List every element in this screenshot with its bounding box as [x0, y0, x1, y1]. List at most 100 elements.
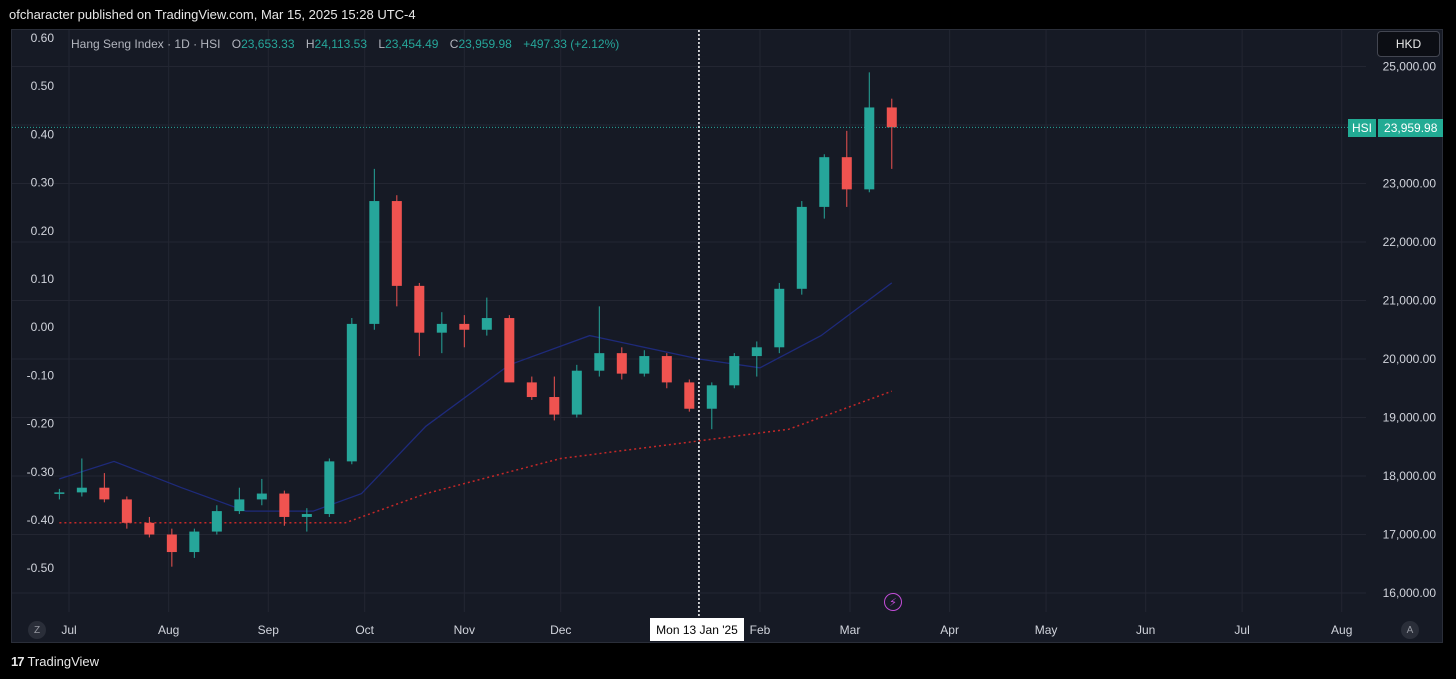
time-tick-label: Dec: [550, 623, 571, 637]
candle-body: [481, 318, 492, 330]
time-tick-label: Sep: [258, 623, 280, 637]
candle-body: [819, 157, 830, 207]
candle-body: [144, 522, 155, 535]
percent-tick-label: -0.30: [27, 465, 55, 479]
candle-body: [864, 107, 875, 190]
time-axis: Jul Aug Sep Oct Nov Dec Feb Mar Apr May Jun Jul Aug: [61, 623, 1352, 637]
candle-body: [796, 206, 807, 289]
candle-body: [99, 487, 110, 500]
candle-body: [234, 499, 245, 512]
candle-body: [571, 370, 582, 415]
legend-high-label: H: [305, 37, 315, 51]
publish-info-text: ofcharacter published on TradingView.com…: [9, 7, 416, 22]
footer: 17 TradingView: [0, 643, 1456, 679]
candle-body: [369, 201, 380, 324]
price-tick-label: 20,000.00: [1383, 352, 1437, 366]
ma_slow-line: [59, 390, 893, 524]
candle-body: [301, 514, 312, 517]
candle-body: [414, 285, 425, 333]
candle-body: [886, 107, 897, 128]
candle-body: [459, 323, 470, 330]
legend-open-value: 23,653.33: [241, 37, 295, 51]
legend-high-value: 24,113.53: [314, 37, 368, 51]
candle-body: [774, 288, 785, 348]
candle-body: [256, 493, 267, 500]
percent-tick-label: 0.10: [31, 272, 55, 286]
legend-open-label: O: [231, 37, 242, 51]
percent-tick-label: -0.10: [27, 368, 55, 382]
price-tick-label: 21,000.00: [1383, 294, 1437, 308]
percent-tick-label: -0.50: [27, 561, 55, 575]
price-tick-label: 23,000.00: [1383, 177, 1437, 191]
right-axis: 16,000.00 17,000.00 18,000.00 19,000.00 20,0…: [1383, 60, 1437, 601]
candle-body: [594, 353, 605, 371]
time-tick-label: Aug: [1331, 623, 1352, 637]
legend-low-value: 23,454.49: [385, 37, 439, 51]
time-tick-label: Aug: [158, 623, 179, 637]
last-price-value: 23,959.98: [1378, 119, 1444, 137]
auto-scale-button[interactable]: A: [1401, 621, 1419, 639]
percent-tick-label: 0.20: [31, 224, 55, 238]
candle-body: [189, 531, 200, 553]
candle-body: [751, 347, 762, 357]
candle-body: [729, 356, 740, 386]
legend-close-value: 23,959.98: [458, 37, 512, 51]
candle-body: [324, 461, 335, 515]
price-tick-label: 18,000.00: [1383, 469, 1437, 483]
candle-body: [436, 323, 447, 333]
lightning-icon[interactable]: ⚡: [884, 593, 902, 611]
percent-tick-label: 0.60: [31, 31, 55, 45]
time-tick-label: Jul: [1234, 623, 1249, 637]
price-tick-label: 22,000.00: [1383, 235, 1437, 249]
legend-change: +497.33 (+2.12%): [523, 37, 620, 51]
percent-tick-label: 0.40: [31, 127, 55, 141]
candles: [54, 72, 897, 567]
candle-body: [211, 511, 222, 532]
percent-tick-label: 0.00: [31, 320, 55, 334]
legend-low-label: L: [378, 37, 386, 51]
candle-body: [841, 157, 852, 190]
currency-button[interactable]: HKD: [1377, 31, 1440, 57]
legend-close-label: C: [449, 37, 459, 51]
time-tick-label: Feb: [750, 623, 771, 637]
time-tick-label: Mar: [840, 623, 861, 637]
candle-body: [549, 397, 560, 415]
tradingview-logo-icon[interactable]: 17: [11, 653, 25, 669]
time-tick-label: Oct: [355, 623, 374, 637]
candle-body: [661, 356, 672, 383]
candle-body: [166, 534, 177, 553]
candle-body: [616, 353, 627, 374]
chart-panel[interactable]: [11, 29, 1443, 643]
candle-body: [54, 492, 65, 494]
percent-tick-label: 0.30: [31, 176, 55, 190]
price-tick-label: 25,000.00: [1383, 60, 1437, 74]
candle-body: [526, 382, 537, 398]
time-tick-label: Nov: [454, 623, 475, 637]
candle-body: [391, 201, 402, 286]
zoom-scale-button[interactable]: Z: [28, 621, 46, 639]
price-tick-label: 19,000.00: [1383, 411, 1437, 425]
publish-info-bar: ofcharacter published on TradingView.com…: [0, 0, 1456, 29]
legend-title: Hang Seng Index · 1D · HSI: [71, 37, 221, 51]
left-axis: 0.60 0.50 0.40 0.30 0.20 0.10 0.00 -0.10 -0.20 -0…: [27, 31, 55, 575]
candle-body: [346, 323, 357, 462]
symbol-legend: Hang Seng Index · 1D · HSI O23,653.33 H2…: [71, 37, 619, 51]
time-tick-label: Apr: [940, 623, 959, 637]
time-tick-label: Jul: [61, 623, 76, 637]
price-tick-label: 17,000.00: [1383, 528, 1437, 542]
time-tick-label: May: [1035, 623, 1058, 637]
price-tick-label: 16,000.00: [1383, 586, 1437, 600]
candle-body: [639, 356, 650, 374]
percent-tick-label: 0.50: [31, 79, 55, 93]
percent-tick-label: -0.40: [27, 513, 55, 527]
percent-tick-label: -0.20: [27, 417, 55, 431]
crosshair-date-label: Mon 13 Jan '25: [650, 618, 744, 641]
candle-body: [504, 318, 515, 383]
candle-body: [706, 385, 717, 409]
overlays: [12, 30, 1366, 616]
candle-body: [279, 493, 290, 517]
candle-body: [121, 499, 132, 523]
footer-brand[interactable]: TradingView: [27, 653, 100, 669]
last-price-symbol: HSI: [1348, 119, 1377, 137]
